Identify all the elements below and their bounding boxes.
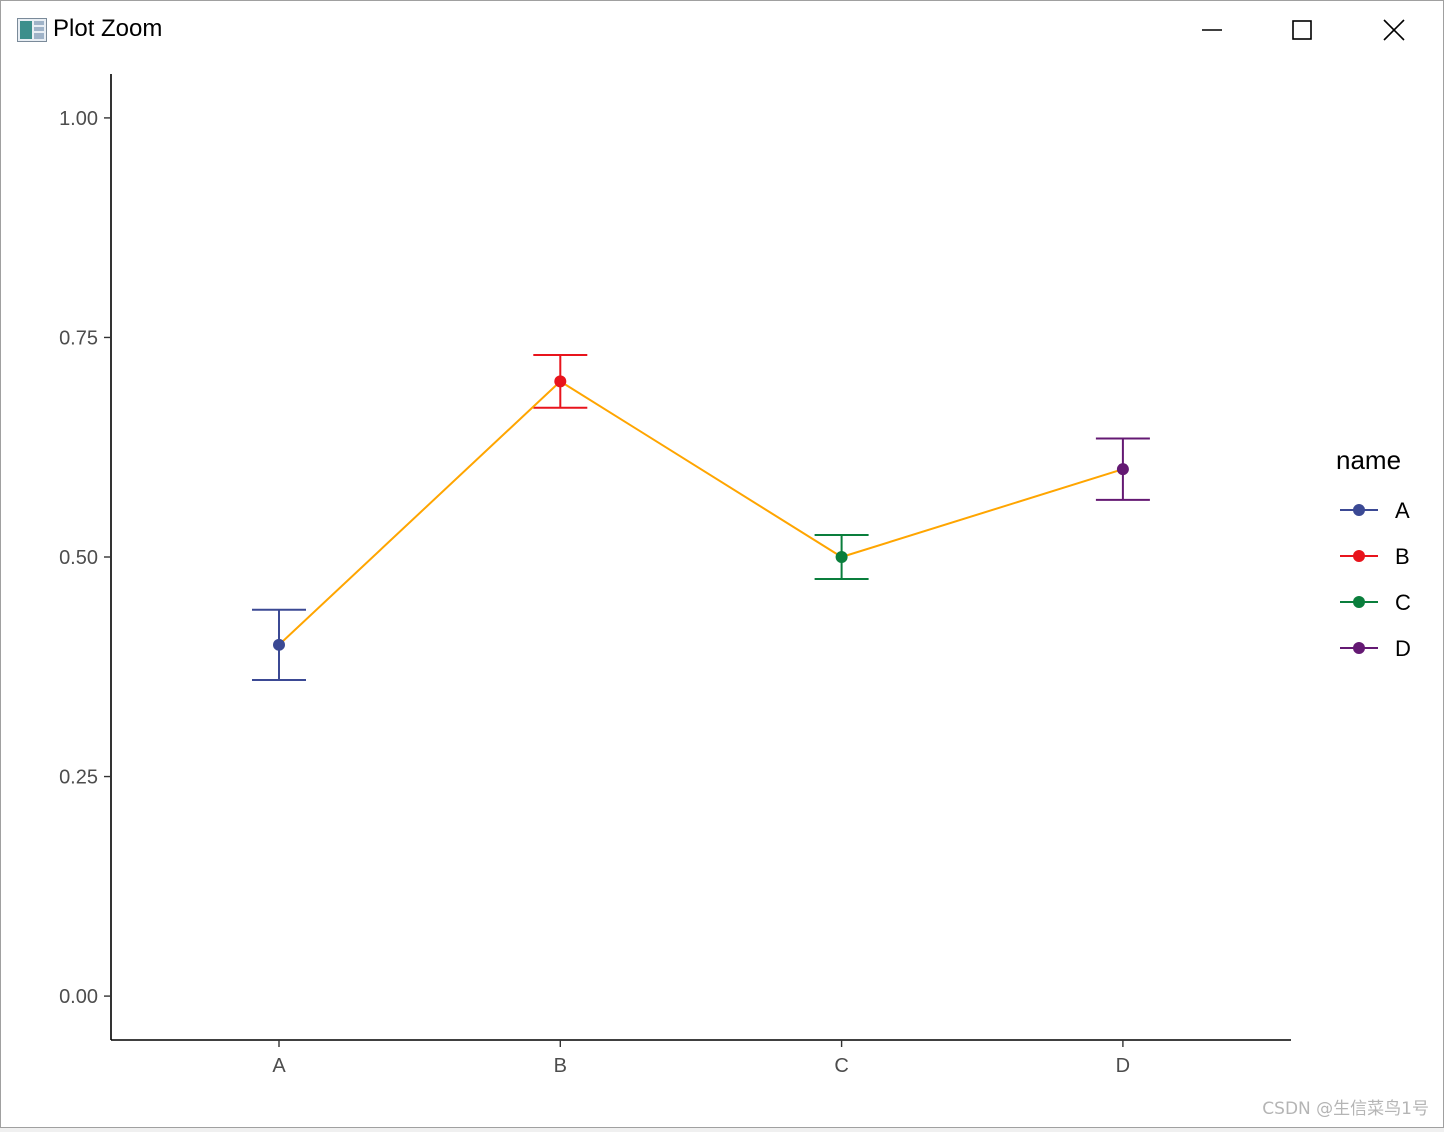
- legend-title: name: [1336, 445, 1401, 475]
- minimize-button[interactable]: [1167, 1, 1257, 59]
- maximize-icon: [1292, 20, 1312, 40]
- y-tick-label: 0.50: [59, 547, 98, 569]
- x-tick-label: D: [1116, 1055, 1130, 1077]
- y-tick-label: 0.25: [59, 767, 98, 789]
- y-tick-label: 0.75: [59, 327, 98, 349]
- minimize-icon: [1202, 29, 1222, 31]
- legend-label-C: C: [1395, 590, 1411, 615]
- legend-key-point-B: [1353, 550, 1365, 562]
- plot-window-icon: [17, 18, 47, 42]
- x-tick-label: B: [554, 1055, 567, 1077]
- legend-label-A: A: [1395, 498, 1410, 523]
- legend-key-point-A: [1353, 504, 1365, 516]
- y-tick-label: 0.00: [59, 986, 98, 1008]
- legend-label-B: B: [1395, 544, 1410, 569]
- close-button[interactable]: [1349, 1, 1439, 59]
- y-tick-label: 1.00: [59, 108, 98, 130]
- watermark: CSDN @生信菜鸟1号: [1262, 1099, 1429, 1119]
- window-title: Plot Zoom: [53, 15, 163, 42]
- data-point-D: [1116, 463, 1129, 476]
- data-point-C: [835, 551, 848, 563]
- title-bar[interactable]: Plot Zoom: [1, 1, 1443, 59]
- legend-label-D: D: [1395, 636, 1411, 661]
- legend-key-point-D: [1353, 642, 1365, 654]
- data-point-A: [273, 638, 285, 651]
- legend-key-point-C: [1353, 596, 1365, 608]
- x-tick-label: A: [272, 1055, 286, 1077]
- data-point-B: [554, 375, 567, 388]
- series-line: [278, 380, 1124, 646]
- close-icon: [1383, 19, 1405, 41]
- maximize-button[interactable]: [1257, 1, 1347, 59]
- x-tick-label: C: [834, 1055, 848, 1077]
